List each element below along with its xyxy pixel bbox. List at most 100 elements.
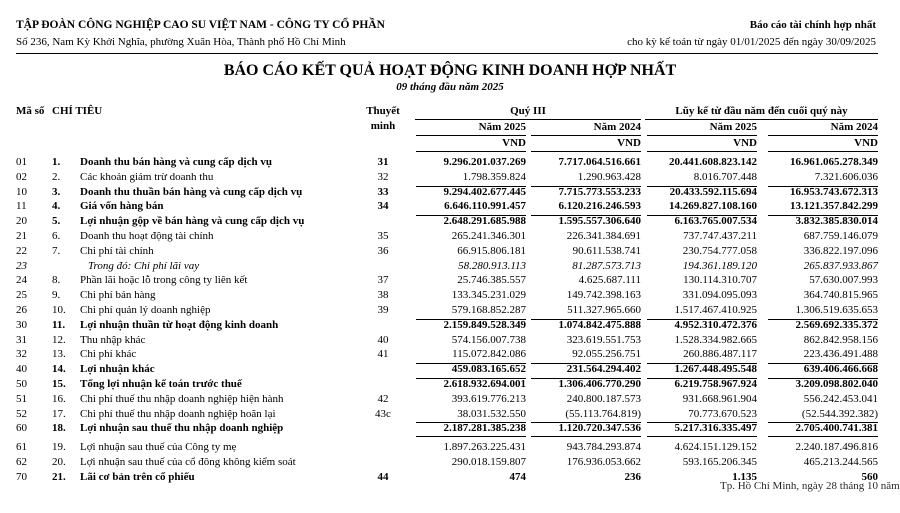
row-value: 1.120.720.347.536: [558, 422, 642, 435]
rule: [416, 151, 526, 152]
row-value: 58.280.913.113: [458, 259, 526, 272]
row-value: 115.072.842.086: [452, 348, 526, 361]
row-value: 70.773.670.523: [688, 407, 757, 420]
report-type: Báo cáo tài chính hợp nhất: [749, 19, 876, 31]
row-number: 15.: [52, 378, 66, 390]
row-value: 1.306.406.770.290: [558, 378, 642, 390]
row-number: 2.: [52, 170, 61, 183]
row-value: 474: [509, 470, 527, 483]
row-value: 2.240.187.496.816: [795, 441, 879, 454]
row-value: 260.886.487.117: [683, 348, 757, 361]
row-name: Chi phí thuế thu nhập doanh nghiệp hoãn …: [80, 407, 276, 420]
rule: [416, 378, 526, 379]
row-code: 51: [16, 392, 27, 405]
col-note: Thuyết minh: [366, 105, 400, 132]
row-value: 511.327.965.660: [567, 304, 641, 316]
row-name: Các khoản giảm trừ doanh thu: [80, 170, 214, 183]
col-group: Lũy kế từ đầu năm đến cuối quý này: [675, 105, 848, 117]
row-number: 13.: [52, 348, 66, 361]
rule: [531, 318, 641, 320]
row-value: 1.897.263.225.431: [443, 441, 527, 454]
row-number: 12.: [52, 333, 66, 346]
row-value: 265.837.933.867: [803, 259, 878, 272]
row-number: 3.: [52, 185, 61, 198]
row-note: 42: [377, 392, 389, 405]
row-name: Chi phí bán hàng: [80, 289, 156, 302]
row-value: 1.074.842.475.888: [558, 318, 642, 331]
rule: [416, 135, 526, 136]
row-value: 194.361.189.120: [682, 259, 757, 272]
place-date: Tp. Hồ Chí Minh, ngày 28 tháng 10 năm 20…: [720, 480, 900, 492]
rule: [768, 135, 878, 136]
row-value: 465.213.244.565: [803, 456, 878, 468]
row-value: 16.953.743.672.313: [790, 185, 878, 198]
row-value: 687.759.146.079: [803, 230, 878, 242]
row-number: 8.: [52, 274, 61, 287]
rule: [531, 185, 641, 187]
row-name: Chi phí quản lý doanh nghiệp: [80, 304, 211, 316]
row-value: 16.961.065.278.349: [790, 156, 878, 168]
row-value: 331.094.095.093: [682, 289, 757, 302]
rule: [768, 215, 878, 217]
rule: [416, 318, 526, 320]
row-note: 39: [377, 304, 389, 316]
row-value: 236: [624, 470, 642, 483]
row-name: Lợi nhuận khác: [80, 363, 155, 376]
row-value: 2.569.692.335.372: [795, 318, 879, 331]
row-code: 40: [16, 363, 27, 376]
row-value: 574.156.007.738: [451, 333, 526, 346]
row-code: 02: [16, 170, 27, 183]
row-number: 7.: [52, 244, 61, 257]
row-note: 36: [377, 244, 389, 257]
row-note: 38: [377, 289, 389, 302]
rule: [768, 436, 878, 438]
row-value: 1.595.557.306.640: [558, 215, 642, 228]
row-code: 31: [16, 333, 27, 346]
rule: [768, 422, 878, 424]
row-value: 2.648.291.685.988: [443, 215, 527, 228]
row-value: 20.433.592.115.694: [669, 185, 757, 198]
row-code: 32: [16, 348, 27, 361]
rule: [647, 318, 757, 320]
row-value: 2.618.932.694.001: [443, 378, 527, 390]
row-number: 20.: [52, 456, 66, 468]
row-value: 133.345.231.029: [451, 289, 526, 302]
row-note: 34: [377, 200, 389, 213]
row-number: 21.: [52, 470, 66, 483]
row-value: 2.705.400.741.381: [795, 422, 879, 435]
row-value: 38.031.532.550: [457, 407, 526, 420]
row-value: 25.746.385.557: [457, 274, 526, 287]
row-code: 24: [16, 274, 27, 287]
row-value: 579.168.852.287: [451, 304, 526, 316]
row-code: 01: [16, 156, 27, 168]
rule: [647, 436, 757, 438]
col-unit: VND: [617, 137, 641, 149]
row-number: 6.: [52, 230, 61, 242]
row-name: Giá vốn hàng bán: [80, 200, 164, 213]
address: Số 236, Nam Kỳ Khởi Nghĩa, phường Xuân H…: [16, 36, 346, 48]
row-value: 364.740.815.965: [803, 289, 878, 302]
row-note: 32: [377, 170, 389, 183]
row-value: (55.113.764.819): [565, 407, 641, 420]
col-year: Năm 2025: [709, 121, 757, 133]
row-value: 8.016.707.448: [693, 170, 757, 183]
rule: [416, 422, 526, 424]
row-value: 556.242.453.041: [803, 392, 878, 405]
row-value: 1.267.448.495.548: [674, 363, 758, 376]
row-code: 21: [16, 230, 27, 242]
rule: [531, 436, 641, 438]
row-value: 223.436.491.488: [803, 348, 878, 361]
row-code: 60: [16, 422, 27, 435]
rule: [647, 185, 757, 187]
col-group: Quý III: [510, 105, 546, 117]
row-value: 6.120.216.246.593: [558, 200, 642, 213]
col-unit: VND: [854, 137, 878, 149]
rule: [647, 215, 757, 217]
row-name: Chi phí thuế thu nhập doanh nghiệp hiện …: [80, 392, 284, 405]
row-note: 41: [377, 348, 389, 361]
row-name: Doanh thu bán hàng và cung cấp dịch vụ: [80, 156, 272, 168]
row-code: 23: [16, 259, 27, 272]
rule: [531, 135, 641, 136]
row-value: 57.630.007.993: [809, 274, 878, 287]
